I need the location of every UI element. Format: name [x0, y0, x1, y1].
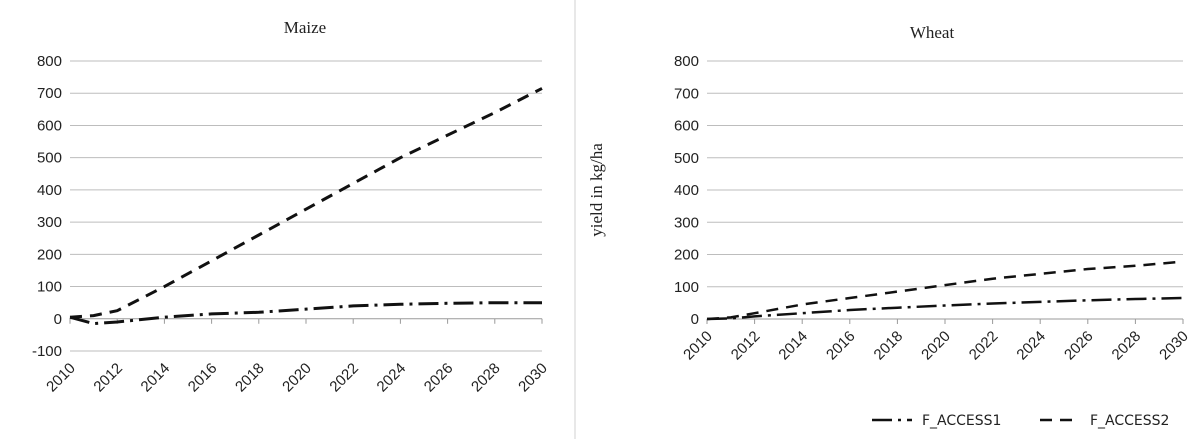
y-axis-label: yield in kg/ha	[587, 143, 606, 237]
legend-label-f-access1: F_ACCESS1	[922, 413, 1001, 429]
chart-title: Maize	[284, 18, 326, 37]
x-tick-label: 2018	[871, 328, 907, 364]
y-tick-label: 600	[37, 117, 62, 134]
x-tick-labels: 2010 2012 2014 2016 2018 2020 2022 2024 2026 2028…	[43, 318, 551, 396]
x-tick-label: 2022	[966, 328, 1002, 364]
y-tick-label: 300	[674, 214, 699, 231]
series-line-f-access1	[706, 296, 1184, 321]
series-lines	[706, 260, 1184, 321]
grid-lines	[70, 60, 542, 352]
y-tick-label: 700	[37, 85, 62, 102]
series-line-f-access1	[69, 301, 542, 326]
x-tick-label: 2012	[728, 328, 764, 364]
x-tick-label: 2018	[232, 360, 268, 396]
x-tick-label: 2026	[1061, 328, 1097, 364]
y-tick-label: 400	[674, 182, 699, 199]
y-tick-label: 600	[674, 118, 699, 135]
x-tick-label: 2022	[326, 360, 362, 396]
x-tick-label: 2030	[1156, 328, 1192, 364]
y-tick-label: 100	[37, 279, 62, 296]
chart-title: Wheat	[910, 23, 955, 42]
y-tick-label: 0	[691, 311, 699, 328]
y-tick-label: 300	[37, 214, 62, 231]
x-tick-label: 2014	[775, 328, 811, 364]
y-tick-label: 200	[37, 246, 62, 263]
series-line-f-access2	[706, 260, 1184, 321]
x-tick-label: 2016	[185, 360, 221, 396]
legend-label-f-access2: F_ACCESS2	[1090, 413, 1169, 429]
wheat-chart: Wheat yield in kg/ha 0 100 200 300 400 500 600…	[587, 23, 1192, 363]
x-tick-label: 2020	[918, 328, 954, 364]
y-tick-label: 500	[37, 150, 62, 167]
y-tick-label: 400	[37, 182, 62, 199]
maize-chart: Maize -100 0 100 200 300 400 500 600 700 800 2010…	[32, 18, 551, 395]
legend: F_ACCESS1 F_ACCESS2	[872, 413, 1169, 429]
x-tick-labels: 2010 2012 2014 2016 2018 2020 2022 2024 2026 2028…	[680, 319, 1192, 363]
x-tick-label: 2030	[515, 360, 551, 396]
x-tick-label: 2028	[468, 360, 504, 396]
y-tick-label: 200	[674, 247, 699, 264]
x-tick-label: 2024	[1013, 328, 1049, 364]
x-tick-label: 2014	[138, 360, 174, 396]
y-tick-label: -100	[32, 343, 62, 360]
x-tick-label: 2020	[279, 360, 315, 396]
y-tick-label: 800	[674, 53, 699, 70]
y-tick-labels: -100 0 100 200 300 400 500 600 700 800	[32, 53, 62, 360]
x-tick-label: 2010	[680, 328, 716, 364]
y-tick-labels: 0 100 200 300 400 500 600 700 800	[674, 53, 699, 328]
series-line-f-access2	[69, 87, 543, 319]
y-tick-label: 700	[674, 85, 699, 102]
x-tick-label: 2010	[43, 360, 79, 396]
y-tick-label: 100	[674, 279, 699, 296]
x-tick-label: 2012	[90, 360, 126, 396]
y-tick-label: 0	[54, 311, 62, 328]
grid-lines	[707, 60, 1183, 320]
x-tick-label: 2026	[421, 360, 457, 396]
y-tick-label: 800	[37, 53, 62, 70]
x-tick-label: 2016	[823, 328, 859, 364]
series-lines	[69, 87, 543, 326]
x-tick-label: 2024	[374, 360, 410, 396]
y-tick-label: 500	[674, 150, 699, 167]
x-tick-label: 2028	[1109, 328, 1145, 364]
